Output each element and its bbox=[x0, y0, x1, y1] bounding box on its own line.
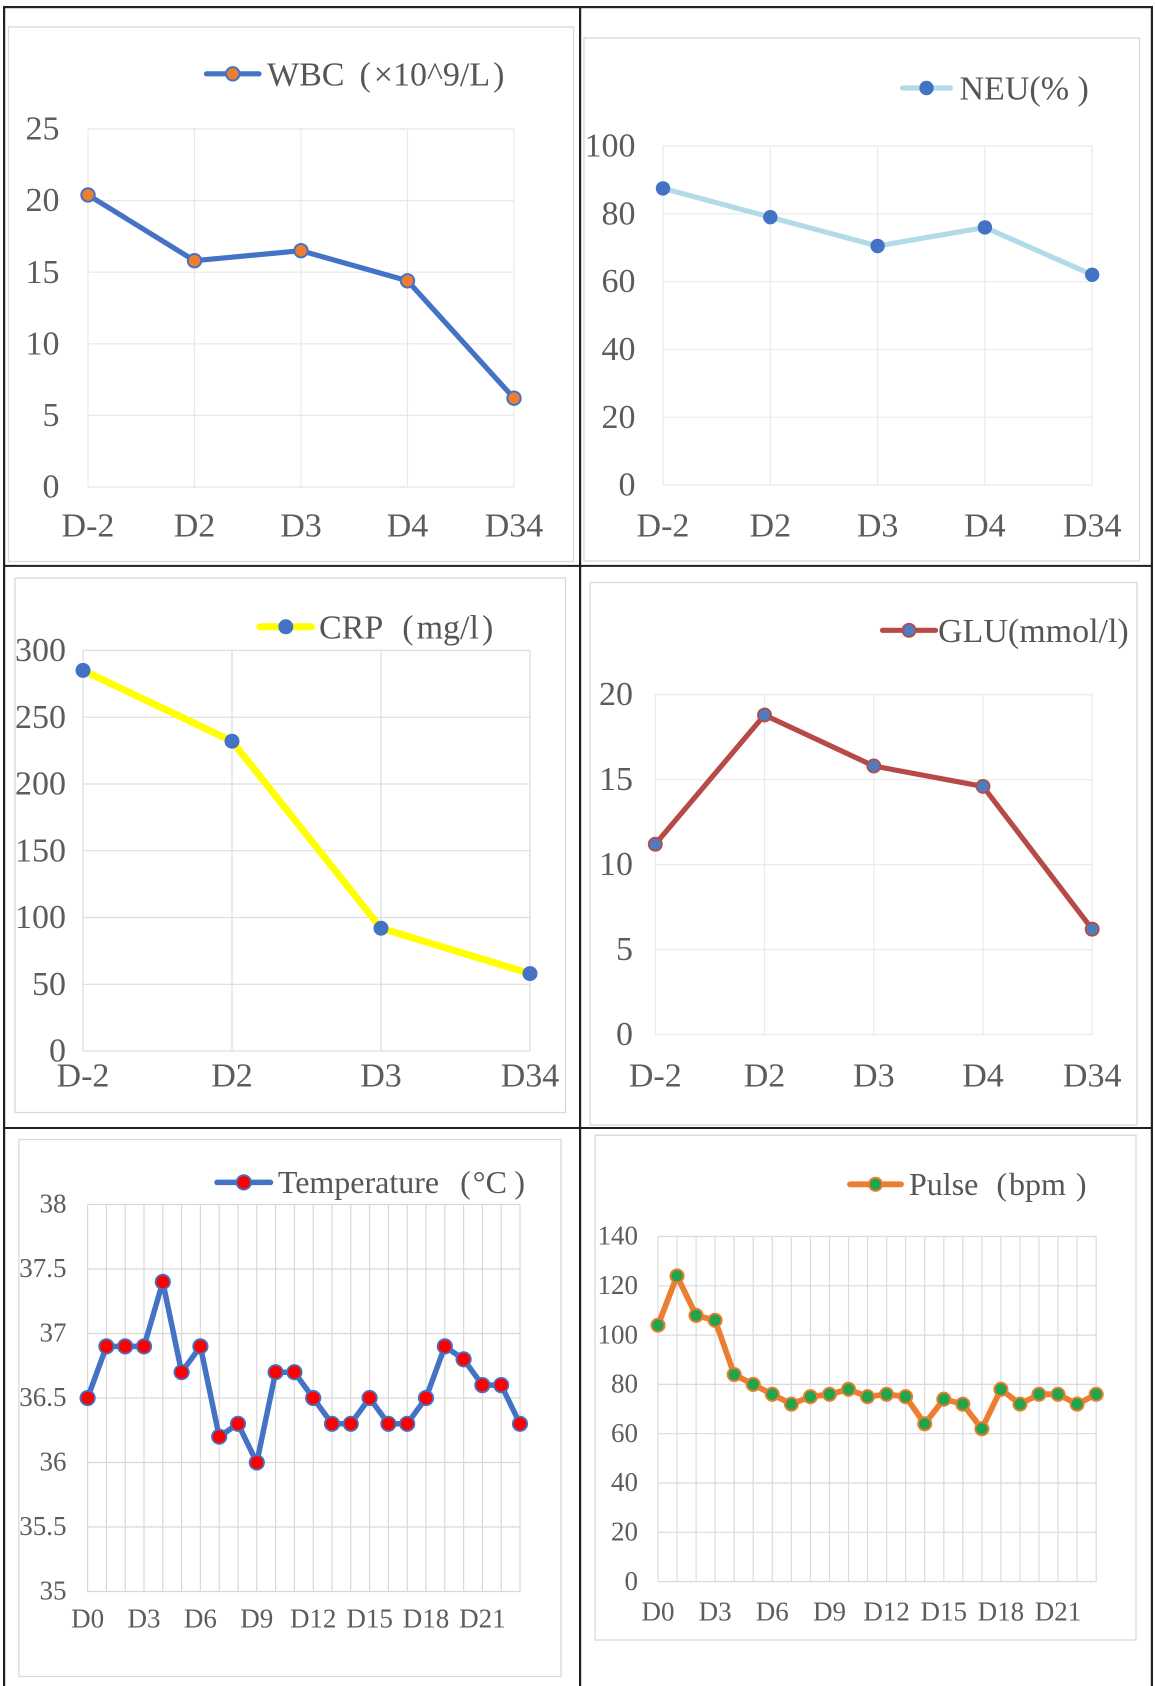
svg-text:300: 300 bbox=[15, 632, 66, 669]
svg-text:0: 0 bbox=[616, 1016, 633, 1053]
svg-text:D-2: D-2 bbox=[629, 1058, 682, 1095]
svg-text:15: 15 bbox=[26, 254, 60, 291]
svg-text:NEU(% ): NEU(% ) bbox=[960, 71, 1089, 108]
svg-text:140: 140 bbox=[598, 1221, 639, 1251]
svg-text:D9: D9 bbox=[240, 1604, 273, 1634]
svg-text:35: 35 bbox=[40, 1576, 67, 1606]
svg-text:D3: D3 bbox=[857, 508, 899, 545]
svg-text:37: 37 bbox=[40, 1318, 67, 1348]
svg-text:D6: D6 bbox=[756, 1597, 789, 1627]
svg-text:D2: D2 bbox=[211, 1058, 253, 1095]
svg-text:150: 150 bbox=[15, 832, 66, 869]
svg-text:D3: D3 bbox=[360, 1058, 402, 1095]
svg-text:D-2: D-2 bbox=[62, 508, 115, 545]
svg-text:Temperature(°C): Temperature (°C) bbox=[278, 1164, 525, 1200]
svg-text:WBC(×10^9/L): WBC (×10^9/L) bbox=[267, 56, 504, 93]
svg-text:10: 10 bbox=[26, 325, 60, 362]
svg-text:D3: D3 bbox=[699, 1597, 732, 1627]
svg-text:0: 0 bbox=[43, 469, 60, 506]
svg-text:0: 0 bbox=[625, 1566, 639, 1596]
svg-text:D21: D21 bbox=[1035, 1597, 1082, 1627]
svg-text:20: 20 bbox=[26, 182, 60, 219]
svg-text:25: 25 bbox=[26, 111, 60, 148]
svg-text:D3: D3 bbox=[280, 508, 322, 545]
svg-text:20: 20 bbox=[611, 1517, 638, 1547]
svg-text:D0: D0 bbox=[642, 1597, 675, 1627]
svg-text:60: 60 bbox=[602, 263, 636, 300]
svg-text:D34: D34 bbox=[485, 508, 544, 545]
svg-text:40: 40 bbox=[602, 331, 636, 368]
svg-text:D34: D34 bbox=[1063, 1058, 1122, 1095]
svg-text:D15: D15 bbox=[921, 1597, 968, 1627]
svg-text:36: 36 bbox=[40, 1447, 67, 1477]
svg-text:CRP(mg/l): CRP (mg/l) bbox=[319, 609, 493, 646]
svg-text:120: 120 bbox=[598, 1270, 639, 1300]
svg-text:D3: D3 bbox=[853, 1058, 895, 1095]
svg-text:5: 5 bbox=[616, 931, 633, 968]
svg-text:200: 200 bbox=[15, 766, 66, 803]
svg-text:D3: D3 bbox=[128, 1604, 161, 1634]
svg-text:D-2: D-2 bbox=[637, 508, 690, 545]
svg-text:100: 100 bbox=[598, 1319, 639, 1349]
svg-text:0: 0 bbox=[619, 467, 636, 504]
svg-text:D4: D4 bbox=[962, 1058, 1004, 1095]
svg-text:36.5: 36.5 bbox=[19, 1382, 66, 1412]
svg-text:38: 38 bbox=[40, 1189, 67, 1219]
svg-text:50: 50 bbox=[32, 966, 66, 1003]
svg-text:20: 20 bbox=[599, 676, 633, 713]
svg-text:37.5: 37.5 bbox=[19, 1253, 66, 1283]
svg-text:15: 15 bbox=[599, 761, 633, 798]
svg-text:80: 80 bbox=[602, 195, 636, 232]
svg-text:D34: D34 bbox=[501, 1058, 560, 1095]
svg-text:D6: D6 bbox=[184, 1604, 217, 1634]
svg-text:D2: D2 bbox=[750, 508, 792, 545]
svg-text:D-2: D-2 bbox=[57, 1058, 110, 1095]
svg-text:D34: D34 bbox=[1063, 508, 1122, 545]
svg-text:80: 80 bbox=[611, 1369, 638, 1399]
svg-text:GLU(mmol/l): GLU(mmol/l) bbox=[938, 613, 1129, 650]
svg-text:60: 60 bbox=[611, 1418, 638, 1448]
svg-text:D4: D4 bbox=[964, 508, 1006, 545]
svg-text:D2: D2 bbox=[174, 508, 216, 545]
svg-text:250: 250 bbox=[15, 699, 66, 736]
svg-text:D15: D15 bbox=[346, 1604, 393, 1634]
svg-text:D21: D21 bbox=[459, 1604, 506, 1634]
svg-text:D9: D9 bbox=[813, 1597, 846, 1627]
svg-text:D18: D18 bbox=[978, 1597, 1025, 1627]
svg-text:Pulse(bpm): Pulse (bpm) bbox=[909, 1166, 1087, 1202]
svg-text:D0: D0 bbox=[71, 1604, 104, 1634]
svg-text:D12: D12 bbox=[863, 1597, 910, 1627]
svg-text:40: 40 bbox=[611, 1467, 638, 1497]
svg-text:100: 100 bbox=[585, 128, 636, 165]
svg-text:100: 100 bbox=[15, 899, 66, 936]
svg-text:D4: D4 bbox=[387, 508, 429, 545]
svg-text:20: 20 bbox=[602, 399, 636, 436]
svg-text:D2: D2 bbox=[744, 1058, 786, 1095]
svg-text:10: 10 bbox=[599, 846, 633, 883]
svg-text:D18: D18 bbox=[403, 1604, 450, 1634]
svg-text:0: 0 bbox=[49, 1033, 66, 1070]
svg-text:35.5: 35.5 bbox=[19, 1511, 66, 1541]
svg-text:5: 5 bbox=[43, 397, 60, 434]
svg-text:D12: D12 bbox=[290, 1604, 337, 1634]
